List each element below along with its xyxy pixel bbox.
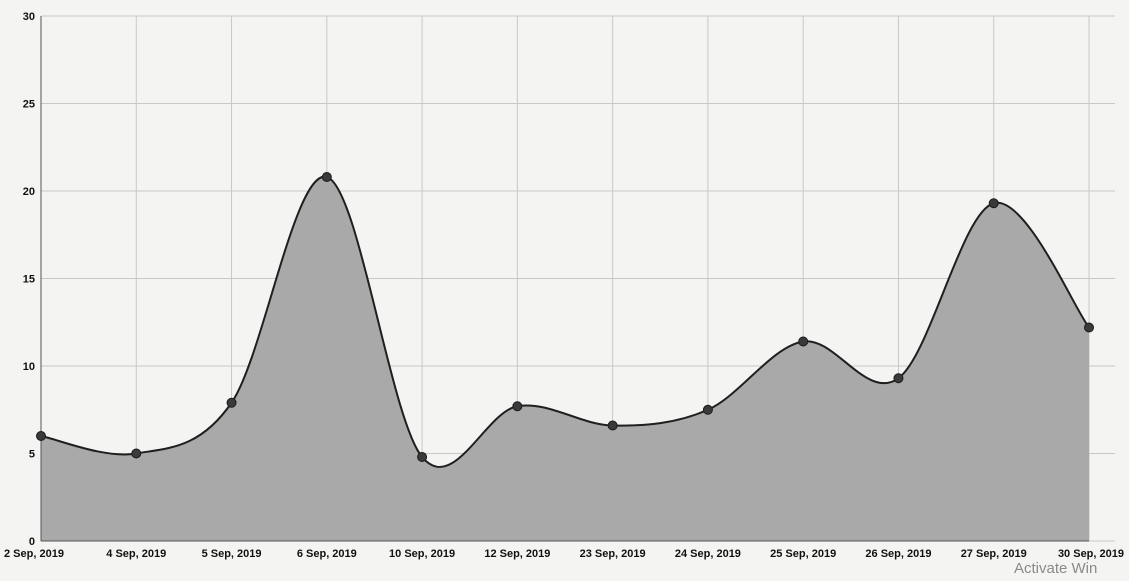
activate-windows-watermark: Activate Win [1014,560,1098,577]
x-tick-label: 10 Sep, 2019 [389,548,455,560]
data-point [36,431,46,441]
x-tick-label: 4 Sep, 2019 [106,548,166,560]
x-tick-label: 26 Sep, 2019 [865,548,931,560]
y-tick-label: 5 [29,449,35,461]
x-tick-label: 6 Sep, 2019 [297,548,357,560]
data-point [798,336,809,347]
axes [40,16,1089,542]
series-line [40,175,1090,468]
y-tick-label: 10 [23,361,35,373]
x-tick-label: 30 Sep, 2019 [1058,548,1124,560]
x-tick-label: 27 Sep, 2019 [961,548,1027,560]
data-point [512,401,523,412]
data-point [417,452,428,462]
y-tick-label: 15 [23,274,35,286]
y-tick-label: 30 [23,11,35,23]
data-points [36,172,1094,462]
y-tick-label: 25 [23,99,35,111]
series-area [40,175,1090,541]
x-tick-label: 24 Sep, 2019 [675,548,741,560]
y-tick-label: 20 [23,186,35,198]
data-point [893,373,904,384]
data-point [702,404,713,415]
x-tick-label: 25 Sep, 2019 [770,548,836,560]
data-point [226,397,237,408]
x-tick-label: 5 Sep, 2019 [202,548,262,560]
area-fill [41,176,1089,541]
data-point [607,420,618,431]
data-point [1084,322,1094,333]
y-tick-labels: 0 5 10 15 20 25 30 [23,11,35,548]
y-tick-label: 0 [29,536,35,548]
data-point [321,172,332,182]
data-point [988,198,999,209]
x-tick-labels: 2 Sep, 2019 4 Sep, 2019 5 Sep, 2019 6 Sep, … [4,548,1124,560]
x-tick-label: 2 Sep, 2019 [4,548,64,560]
x-tick-label: 12 Sep, 2019 [484,548,550,560]
x-tick-label: 23 Sep, 2019 [580,548,646,560]
data-point [131,448,142,459]
